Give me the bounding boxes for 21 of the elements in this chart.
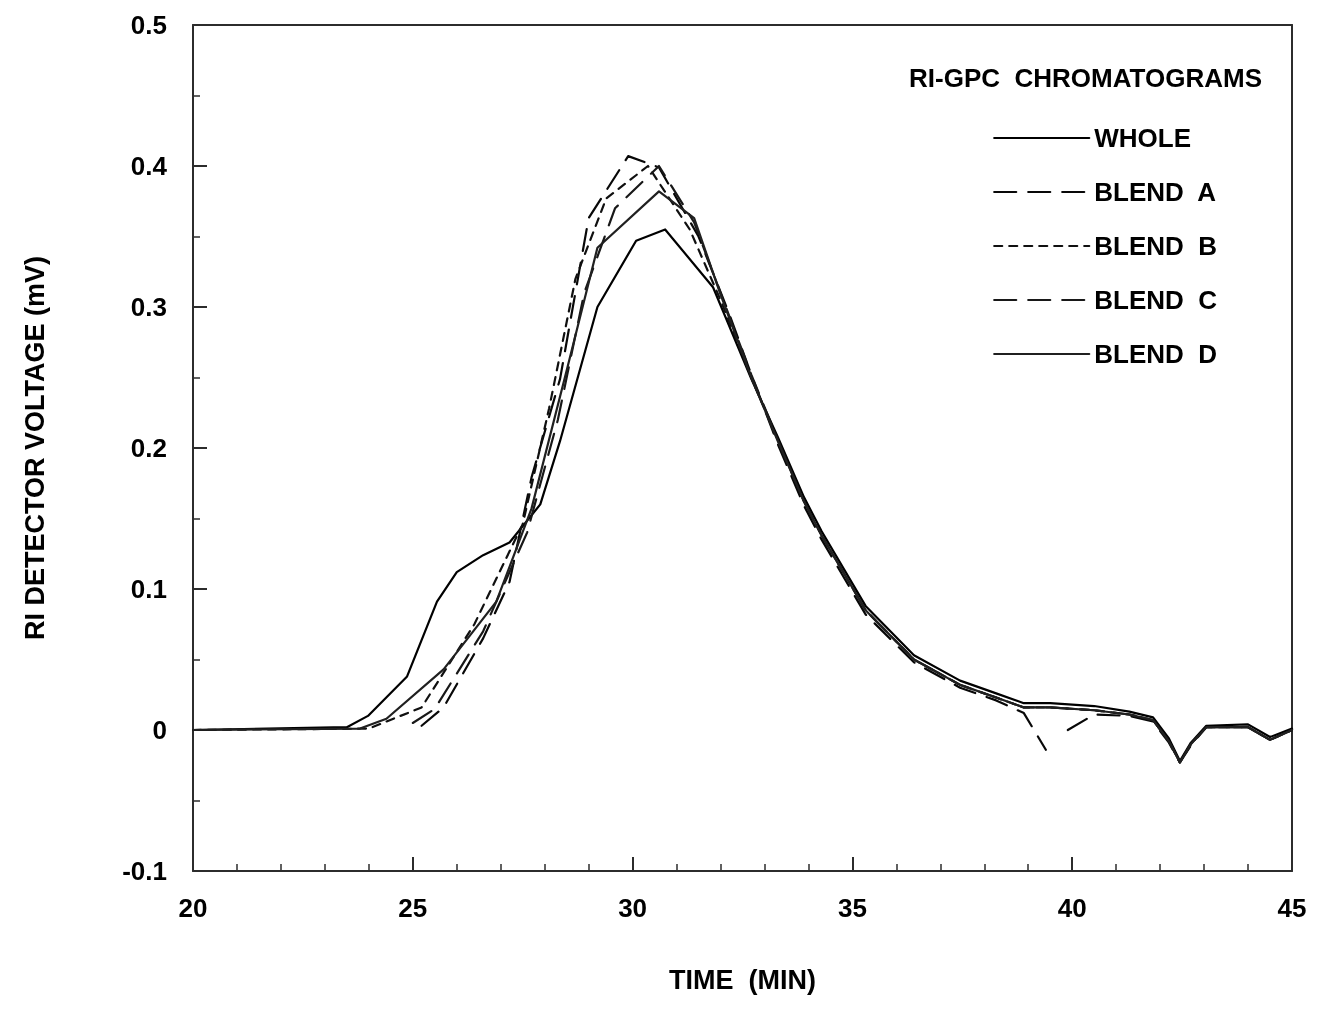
legend-label: BLEND B [1094, 231, 1217, 261]
legend-label: BLEND A [1094, 177, 1217, 207]
y-tick-label: -0.1 [122, 856, 167, 886]
legend-label: WHOLE [1094, 123, 1191, 153]
x-tick-label: 25 [398, 893, 428, 923]
legend-label: BLEND C [1094, 285, 1218, 315]
y-tick-label: 0 [152, 715, 167, 745]
y-tick-label: 0.3 [130, 292, 167, 322]
x-tick-label: 20 [178, 893, 208, 923]
y-tick-label: 0.2 [130, 433, 167, 463]
x-tick-label: 30 [618, 893, 648, 923]
y-tick-label: 0.4 [130, 151, 168, 181]
x-axis-title: TIME (MIN) [669, 964, 816, 995]
y-tick-label: 0.1 [130, 574, 167, 604]
x-tick-label: 40 [1057, 893, 1087, 923]
x-tick-label: 45 [1277, 893, 1307, 923]
y-axis-title: RI DETECTOR VOLTAGE (mV) [19, 255, 50, 641]
annotation: RI-GPC CHROMATOGRAMS [909, 63, 1262, 93]
x-tick-label: 35 [837, 893, 867, 923]
legend-label: BLEND D [1094, 339, 1217, 369]
y-tick-label: 0.5 [130, 10, 167, 40]
